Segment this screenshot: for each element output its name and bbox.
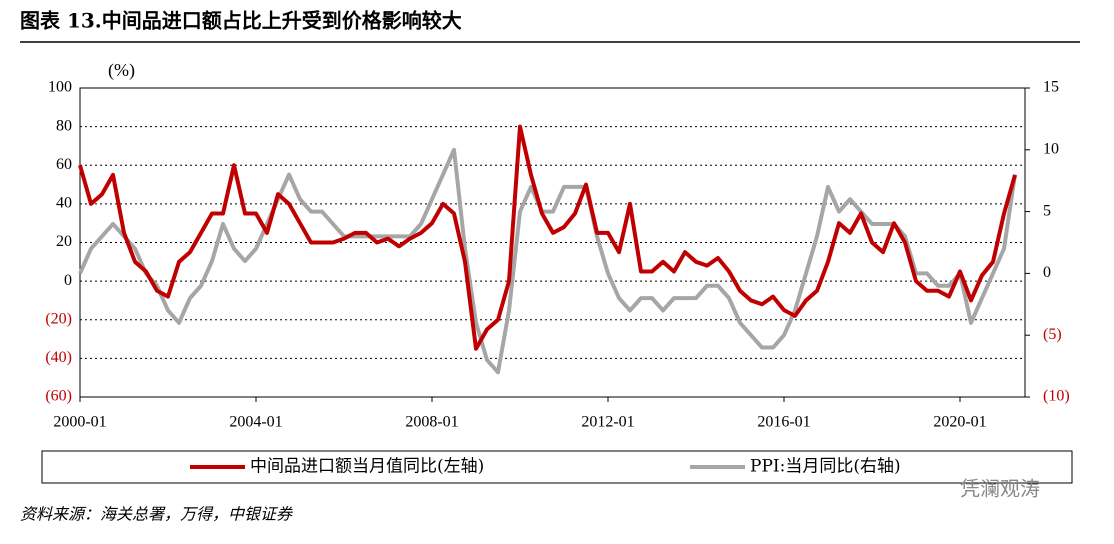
legend-label: 中间品进口额当月值同比(左轴) [250, 457, 484, 477]
y-tick-label: 40 [56, 195, 72, 212]
y-tick-label: (20) [45, 310, 72, 327]
y2-tick-label: (5) [1043, 326, 1062, 343]
x-tick-label: 2016-01 [757, 414, 810, 431]
x-tick-label: 2000-01 [53, 414, 106, 431]
watermark: 凭澜观涛 [960, 477, 1040, 501]
source-note: 资料来源：海关总署，万得，中银证券 [20, 505, 294, 524]
y-tick-label: 100 [48, 79, 72, 96]
series-line [78, 147, 1017, 375]
legend-box [41, 450, 1073, 484]
y2-tick-label: (10) [1043, 388, 1070, 405]
y2-tick-label: 0 [1043, 264, 1051, 281]
x-tick-label: 2020-01 [933, 414, 986, 431]
y2-tick-label: 10 [1043, 140, 1059, 157]
y-unit: (%) [108, 60, 135, 81]
y-tick-label: 60 [56, 156, 72, 173]
y2-tick-label: 15 [1043, 79, 1059, 96]
y-tick-label: (40) [45, 349, 72, 366]
x-tick-label: 2008-01 [405, 414, 458, 431]
series-line [78, 124, 1017, 351]
y-tick-label: 20 [56, 233, 72, 250]
y-tick-label: 80 [56, 117, 72, 134]
x-tick-label: 2004-01 [229, 414, 282, 431]
chart-title: 图表 13.中间品进口额占比上升受到价格影响较大 [20, 9, 462, 33]
y-tick-label: (60) [45, 388, 72, 405]
legend-label: PPI:当月同比(右轴) [750, 457, 901, 477]
y2-tick-label: 5 [1043, 202, 1051, 219]
x-tick-label: 2012-01 [581, 414, 634, 431]
y-tick-label: 0 [64, 272, 72, 289]
